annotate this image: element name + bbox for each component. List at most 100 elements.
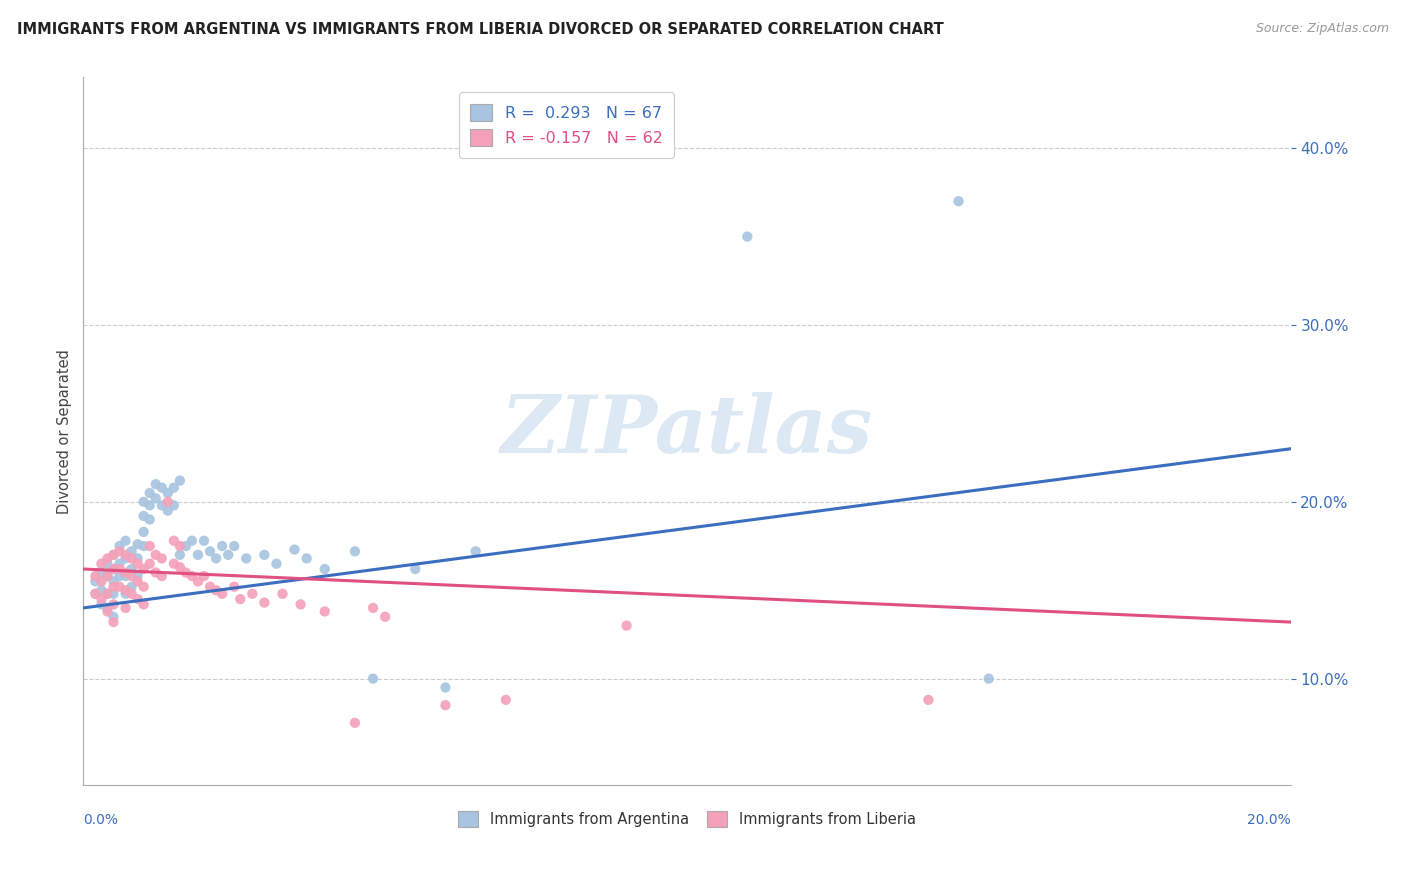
Point bbox=[150, 569, 173, 583]
Point bbox=[84, 574, 107, 589]
Point bbox=[198, 544, 221, 558]
Point bbox=[127, 569, 149, 583]
Point bbox=[224, 539, 246, 553]
Point bbox=[132, 508, 155, 523]
Point bbox=[108, 562, 131, 576]
Point bbox=[948, 194, 970, 209]
Point bbox=[96, 601, 118, 615]
Point bbox=[121, 587, 143, 601]
Point bbox=[132, 495, 155, 509]
Point bbox=[138, 512, 160, 526]
Point bbox=[181, 569, 204, 583]
Text: ZIPatlas: ZIPatlas bbox=[501, 392, 873, 470]
Y-axis label: Divorced or Separated: Divorced or Separated bbox=[58, 349, 72, 514]
Point bbox=[163, 557, 186, 571]
Point bbox=[84, 587, 107, 601]
Point bbox=[121, 569, 143, 583]
Point bbox=[434, 681, 457, 695]
Point bbox=[114, 551, 136, 566]
Text: 20.0%: 20.0% bbox=[1247, 813, 1291, 827]
Point bbox=[121, 544, 143, 558]
Point bbox=[977, 672, 1000, 686]
Point bbox=[290, 598, 312, 612]
Text: Source: ZipAtlas.com: Source: ZipAtlas.com bbox=[1256, 22, 1389, 36]
Point bbox=[361, 601, 384, 615]
Text: IMMIGRANTS FROM ARGENTINA VS IMMIGRANTS FROM LIBERIA DIVORCED OR SEPARATED CORRE: IMMIGRANTS FROM ARGENTINA VS IMMIGRANTS … bbox=[17, 22, 943, 37]
Point bbox=[169, 560, 191, 574]
Point bbox=[163, 499, 186, 513]
Point bbox=[96, 569, 118, 583]
Point bbox=[150, 551, 173, 566]
Point bbox=[217, 548, 239, 562]
Point bbox=[108, 569, 131, 583]
Point bbox=[84, 587, 107, 601]
Point bbox=[616, 618, 638, 632]
Point bbox=[127, 537, 149, 551]
Point bbox=[156, 503, 179, 517]
Point bbox=[174, 539, 197, 553]
Point bbox=[314, 562, 336, 576]
Point bbox=[114, 569, 136, 583]
Point bbox=[132, 598, 155, 612]
Point bbox=[114, 566, 136, 580]
Point bbox=[211, 587, 233, 601]
Point bbox=[103, 598, 125, 612]
Point bbox=[90, 566, 112, 580]
Point bbox=[145, 566, 167, 580]
Point bbox=[108, 544, 131, 558]
Point bbox=[404, 562, 426, 576]
Point bbox=[103, 548, 125, 562]
Point bbox=[169, 539, 191, 553]
Point bbox=[145, 491, 167, 506]
Point bbox=[495, 693, 517, 707]
Point bbox=[96, 587, 118, 601]
Point bbox=[96, 551, 118, 566]
Point bbox=[205, 551, 228, 566]
Point bbox=[96, 557, 118, 571]
Point bbox=[150, 481, 173, 495]
Point bbox=[103, 548, 125, 562]
Point bbox=[127, 574, 149, 589]
Point bbox=[90, 574, 112, 589]
Point bbox=[314, 604, 336, 618]
Point bbox=[103, 562, 125, 576]
Point bbox=[163, 533, 186, 548]
Point bbox=[343, 544, 366, 558]
Point bbox=[127, 551, 149, 566]
Point bbox=[138, 557, 160, 571]
Point bbox=[138, 539, 160, 553]
Point bbox=[181, 533, 204, 548]
Point bbox=[193, 569, 215, 583]
Point bbox=[343, 715, 366, 730]
Point bbox=[132, 580, 155, 594]
Point bbox=[90, 592, 112, 607]
Point bbox=[138, 499, 160, 513]
Point bbox=[114, 601, 136, 615]
Point bbox=[114, 587, 136, 601]
Point bbox=[374, 609, 396, 624]
Point bbox=[361, 672, 384, 686]
Point bbox=[169, 474, 191, 488]
Point bbox=[138, 486, 160, 500]
Point bbox=[127, 592, 149, 607]
Point bbox=[156, 486, 179, 500]
Point bbox=[211, 539, 233, 553]
Point bbox=[90, 557, 112, 571]
Point bbox=[103, 615, 125, 629]
Point bbox=[114, 533, 136, 548]
Point bbox=[229, 592, 252, 607]
Point bbox=[224, 580, 246, 594]
Legend: Immigrants from Argentina, Immigrants from Liberia: Immigrants from Argentina, Immigrants fr… bbox=[451, 804, 924, 834]
Point bbox=[121, 580, 143, 594]
Point bbox=[266, 557, 288, 571]
Point bbox=[737, 229, 759, 244]
Point bbox=[284, 542, 307, 557]
Point bbox=[96, 604, 118, 618]
Point bbox=[108, 539, 131, 553]
Point bbox=[121, 551, 143, 566]
Point bbox=[114, 583, 136, 598]
Point bbox=[464, 544, 486, 558]
Point bbox=[271, 587, 294, 601]
Point bbox=[108, 557, 131, 571]
Point bbox=[205, 583, 228, 598]
